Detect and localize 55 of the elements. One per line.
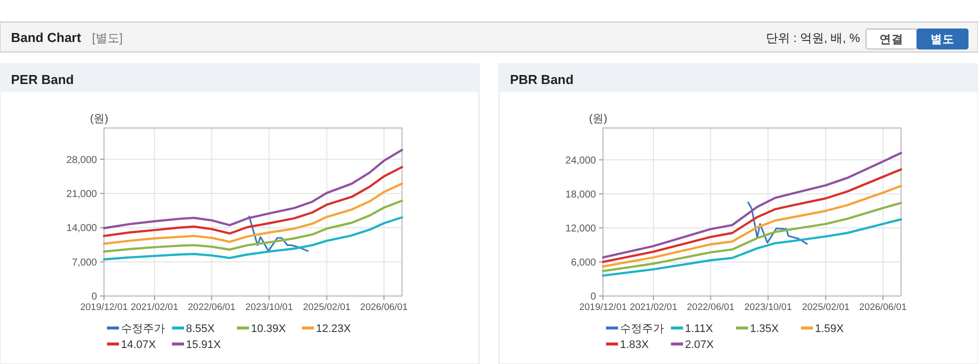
y-tick-label: 24,000 bbox=[565, 155, 596, 166]
legend-label: 수정주가 bbox=[121, 322, 165, 335]
x-tick-label: 2026/06/01 bbox=[360, 302, 408, 313]
x-tick-label: 2025/02/01 bbox=[302, 302, 351, 313]
line-series bbox=[102, 182, 404, 245]
y-tick-label: 7,000 bbox=[72, 257, 98, 268]
y-tick-label: 21,000 bbox=[66, 188, 98, 200]
x-tick-label: 2019/12/01 bbox=[80, 302, 128, 313]
line-series bbox=[102, 148, 404, 230]
legend-label: 2.07X bbox=[685, 338, 714, 351]
x-tick-label: 2021/02/01 bbox=[630, 302, 678, 313]
chart-title: PER Band bbox=[11, 72, 74, 87]
text: 별도 bbox=[930, 33, 954, 46]
legend-label: 수정주가 bbox=[620, 322, 664, 335]
x-tick-label: 2019/12/01 bbox=[579, 302, 627, 313]
line-series bbox=[102, 216, 404, 260]
legend-label: 10.39X bbox=[251, 322, 287, 335]
line-series bbox=[102, 200, 404, 253]
y-axis-title: (원) bbox=[90, 113, 108, 125]
y-tick-label: 0 bbox=[91, 292, 98, 302]
x-tick-label: 2023/10/01 bbox=[744, 302, 792, 313]
legend-label: 8.55X bbox=[186, 322, 216, 335]
x-tick-label: 2022/06/01 bbox=[686, 302, 734, 313]
x-tick-label: 2021/02/01 bbox=[130, 302, 178, 313]
x-tick-label: 2022/06/01 bbox=[188, 302, 236, 313]
line-series bbox=[102, 166, 404, 238]
y-tick-label: 14,000 bbox=[66, 223, 98, 234]
legend-label: 1.59X bbox=[815, 322, 844, 335]
text: [별도] bbox=[92, 31, 123, 45]
chart-title: PBR Band bbox=[510, 72, 574, 87]
line-series bbox=[602, 184, 902, 268]
y-tick-label: 6,000 bbox=[570, 257, 596, 268]
y-tick-label: 18,000 bbox=[565, 189, 596, 200]
text: 연결 bbox=[880, 33, 904, 46]
y-axis-title: (원) bbox=[589, 113, 608, 125]
line-series bbox=[602, 202, 902, 272]
line-series bbox=[248, 216, 309, 252]
legend-label: 15.91X bbox=[186, 338, 222, 351]
legend-label: 1.35X bbox=[750, 322, 780, 335]
y-tick-label: 12,000 bbox=[565, 223, 596, 234]
legend-label: 12.23X bbox=[316, 322, 352, 335]
text: Band Chart bbox=[11, 30, 82, 45]
x-tick-label: 2025/02/01 bbox=[802, 302, 850, 313]
y-tick-label: 0 bbox=[590, 292, 596, 302]
line-series bbox=[602, 168, 902, 264]
text: 단위 : 억원, 배, % bbox=[766, 31, 860, 45]
x-tick-label: 2026/06/01 bbox=[859, 302, 907, 313]
legend-label: 1.83X bbox=[620, 338, 650, 351]
line-series bbox=[602, 218, 902, 277]
y-tick-label: 28,000 bbox=[66, 154, 98, 166]
x-tick-label: 2023/10/01 bbox=[245, 302, 293, 313]
legend-label: 1.11X bbox=[685, 322, 714, 335]
line-series bbox=[602, 152, 902, 259]
line-series bbox=[747, 202, 808, 245]
legend-label: 14.07X bbox=[121, 338, 157, 351]
